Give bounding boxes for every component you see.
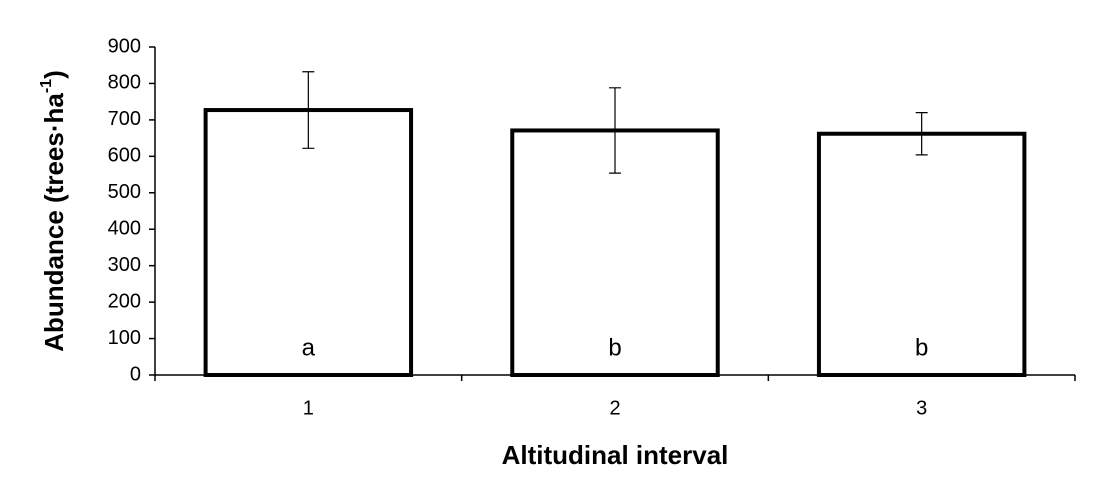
y-axis-title-end: ): [39, 70, 69, 79]
y-tick-label: 200: [108, 290, 141, 312]
y-tick-label: 100: [108, 327, 141, 349]
y-tick-label: 700: [108, 108, 141, 130]
error-bar: [302, 71, 315, 149]
y-axis-title-main: Abundance (trees·ha: [39, 93, 69, 352]
significance-letter: b: [915, 334, 928, 361]
y-tick-label: 0: [130, 363, 141, 385]
y-axis-title: Abundance (trees·ha-1): [38, 70, 69, 352]
y-tick-label: 900: [108, 35, 141, 57]
y-tick-label: 400: [108, 218, 141, 240]
error-bar: [915, 112, 928, 156]
x-tick-label: 1: [303, 397, 314, 419]
y-tick-label: 300: [108, 254, 141, 276]
x-tick-label: 2: [609, 397, 620, 419]
x-axis-title: Altitudinal interval: [502, 440, 729, 470]
y-tick-label: 800: [108, 72, 141, 94]
error-bar: [609, 87, 621, 174]
significance-letter: a: [302, 334, 316, 361]
y-tick-label: 600: [108, 145, 141, 167]
significance-letter: b: [608, 334, 621, 361]
x-tick-label: 3: [916, 397, 927, 419]
y-axis-title-sup: -1: [38, 79, 55, 93]
y-tick-label: 500: [108, 181, 141, 203]
